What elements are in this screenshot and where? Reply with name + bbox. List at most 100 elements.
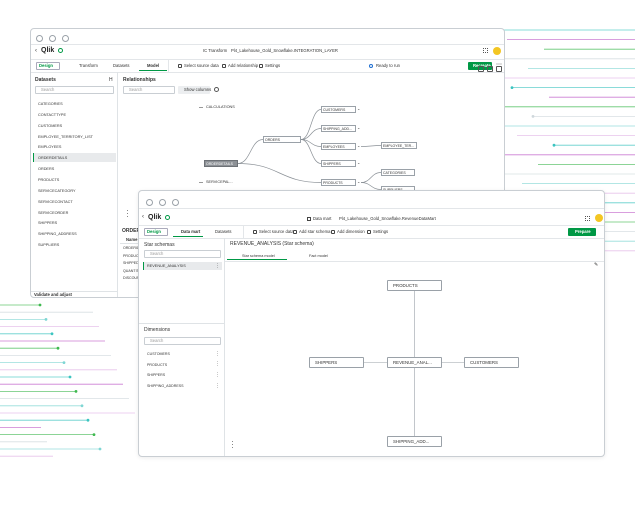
schema-node[interactable]	[309, 357, 364, 368]
item-menu[interactable]: ⋮	[215, 262, 220, 269]
node-menu[interactable]: ⌄	[357, 179, 361, 184]
divider	[225, 261, 604, 262]
node-menu[interactable]: ⌄	[357, 125, 361, 130]
relationship-node: SHIPPING_ADD...	[323, 126, 352, 131]
item-menu[interactable]: ⋮	[215, 382, 220, 389]
schema-node[interactable]	[464, 357, 519, 368]
node-box[interactable]	[321, 160, 356, 167]
dataset-item[interactable]: SERVICECONTACT	[38, 199, 73, 204]
window-control[interactable]	[171, 198, 179, 206]
back-arrow[interactable]: ‹	[142, 214, 144, 220]
dataset-item[interactable]: SHIPPING_ADDRESS	[38, 232, 77, 237]
item-menu[interactable]: ⋮	[215, 361, 220, 368]
search-box[interactable]	[144, 337, 221, 345]
relationship-node: SHIPPERS	[323, 161, 341, 166]
dataset-item[interactable]: SHIPPERS	[38, 221, 58, 226]
node-box[interactable]	[321, 143, 356, 150]
section-icon	[307, 217, 311, 221]
dimension-item[interactable]: SHIPPERS	[147, 373, 166, 378]
action-button[interactable]	[568, 228, 596, 236]
selected-row[interactable]	[143, 262, 222, 270]
dataset-item[interactable]: PRODUCTS	[38, 177, 60, 182]
dimension-item[interactable]: SHIPPING_ADDRESS	[147, 384, 184, 389]
dataset-item[interactable]: SERVICECATEGORY	[38, 188, 76, 193]
search-box[interactable]	[144, 250, 221, 258]
relationship-node[interactable]: SERVICEPAL...	[206, 180, 233, 184]
nav-tab[interactable]: Data mart	[181, 229, 201, 234]
back-arrow[interactable]: ‹	[35, 48, 37, 54]
window-control[interactable]	[145, 198, 153, 206]
dataset-item[interactable]: CUSTOMERS	[38, 123, 63, 128]
dataset-item[interactable]: CATEGORIES	[38, 102, 63, 106]
toggle-button[interactable]	[178, 86, 210, 94]
nav-tab[interactable]: Model	[147, 63, 160, 68]
apps-icon[interactable]	[585, 216, 590, 221]
node-box[interactable]	[263, 136, 301, 143]
toolbar-button[interactable]: Add dimension	[337, 229, 365, 234]
node-box[interactable]	[321, 106, 356, 113]
view-icon[interactable]	[496, 66, 502, 72]
schema-node[interactable]	[387, 436, 442, 447]
item-menu[interactable]: ⋮	[215, 350, 220, 357]
divider	[31, 72, 504, 73]
toolbar-button[interactable]: Add relationship	[228, 63, 259, 68]
node-menu[interactable]: ⌄	[357, 143, 361, 148]
window-control[interactable]	[61, 34, 69, 42]
edit-icon[interactable]: ✎	[594, 262, 599, 268]
schema-node[interactable]	[387, 357, 442, 368]
dimension-item[interactable]: CUSTOMERS	[147, 352, 170, 356]
view-icon[interactable]	[487, 66, 493, 72]
node-box[interactable]	[321, 125, 356, 132]
node-box[interactable]	[204, 160, 238, 167]
toolbar-button[interactable]: Settings	[373, 229, 389, 234]
dataset-item[interactable]: ORDERDETAILS	[38, 156, 68, 161]
collapse-toggle[interactable]: H	[109, 77, 113, 83]
node-menu[interactable]: ⌄	[357, 106, 361, 111]
settings-icon[interactable]	[214, 87, 219, 92]
data-mart-window: ‹ Qlik Data mart Pl4_Lakehouse_Gold_Snowfla…	[138, 190, 605, 457]
relationship-node[interactable]: CALCULATIONS	[206, 105, 235, 109]
node-box[interactable]	[381, 169, 415, 176]
dataset-item[interactable]: CONTACTTYPE	[38, 112, 66, 117]
toolbar-button[interactable]: Select source data	[184, 63, 219, 68]
dataset-item[interactable]: SERVICEORDER	[38, 210, 69, 215]
node-box[interactable]	[381, 142, 417, 149]
window-control[interactable]	[48, 34, 56, 42]
decor-dot	[531, 115, 535, 118]
mode-select[interactable]	[36, 62, 60, 70]
dataset-item[interactable]: SUPPLIERS	[38, 243, 60, 248]
search-placeholder: Search	[41, 87, 55, 92]
toolbar-button[interactable]: Add star schema	[299, 229, 331, 234]
relationship-link	[360, 172, 382, 183]
more-menu[interactable]: ⋯	[496, 62, 502, 68]
relationship-link	[300, 128, 322, 140]
nav-tab[interactable]: Datasets	[215, 229, 232, 234]
schema-node[interactable]	[387, 280, 442, 291]
schema-tab[interactable]: Star schema model	[242, 254, 275, 258]
apps-icon[interactable]	[483, 48, 488, 53]
item-menu[interactable]: ⋮	[215, 371, 220, 378]
dataset-item[interactable]: EMPLOYEES	[38, 145, 62, 150]
window-control[interactable]	[158, 198, 166, 206]
avatar[interactable]	[493, 47, 501, 55]
decor-dot	[92, 433, 96, 436]
decor-dot	[552, 143, 556, 147]
schema-tab[interactable]: Fact model	[309, 254, 328, 258]
dimension-item[interactable]: PRODUCTS	[147, 362, 168, 367]
dataset-item[interactable]: EMPLOYEE_TERRITORY_LIST	[38, 134, 93, 139]
node-menu[interactable]: ⌄	[357, 160, 361, 165]
view-icon[interactable]	[478, 66, 484, 72]
nav-tab[interactable]: Datasets	[113, 63, 130, 68]
mode-select[interactable]	[144, 228, 168, 236]
nav-tab[interactable]: Transform	[79, 63, 98, 68]
logo-mark	[58, 48, 63, 53]
panel-title: Relationships	[123, 77, 156, 83]
avatar[interactable]	[595, 214, 603, 222]
search-box[interactable]	[123, 86, 175, 94]
search-box[interactable]	[35, 86, 114, 94]
window-control[interactable]	[35, 34, 43, 42]
node-box[interactable]	[321, 179, 356, 186]
toolbar-button[interactable]: Settings	[265, 63, 281, 68]
dataset-item[interactable]: ORDERS	[38, 167, 55, 172]
toolbar-button[interactable]: Select source data	[259, 229, 294, 234]
